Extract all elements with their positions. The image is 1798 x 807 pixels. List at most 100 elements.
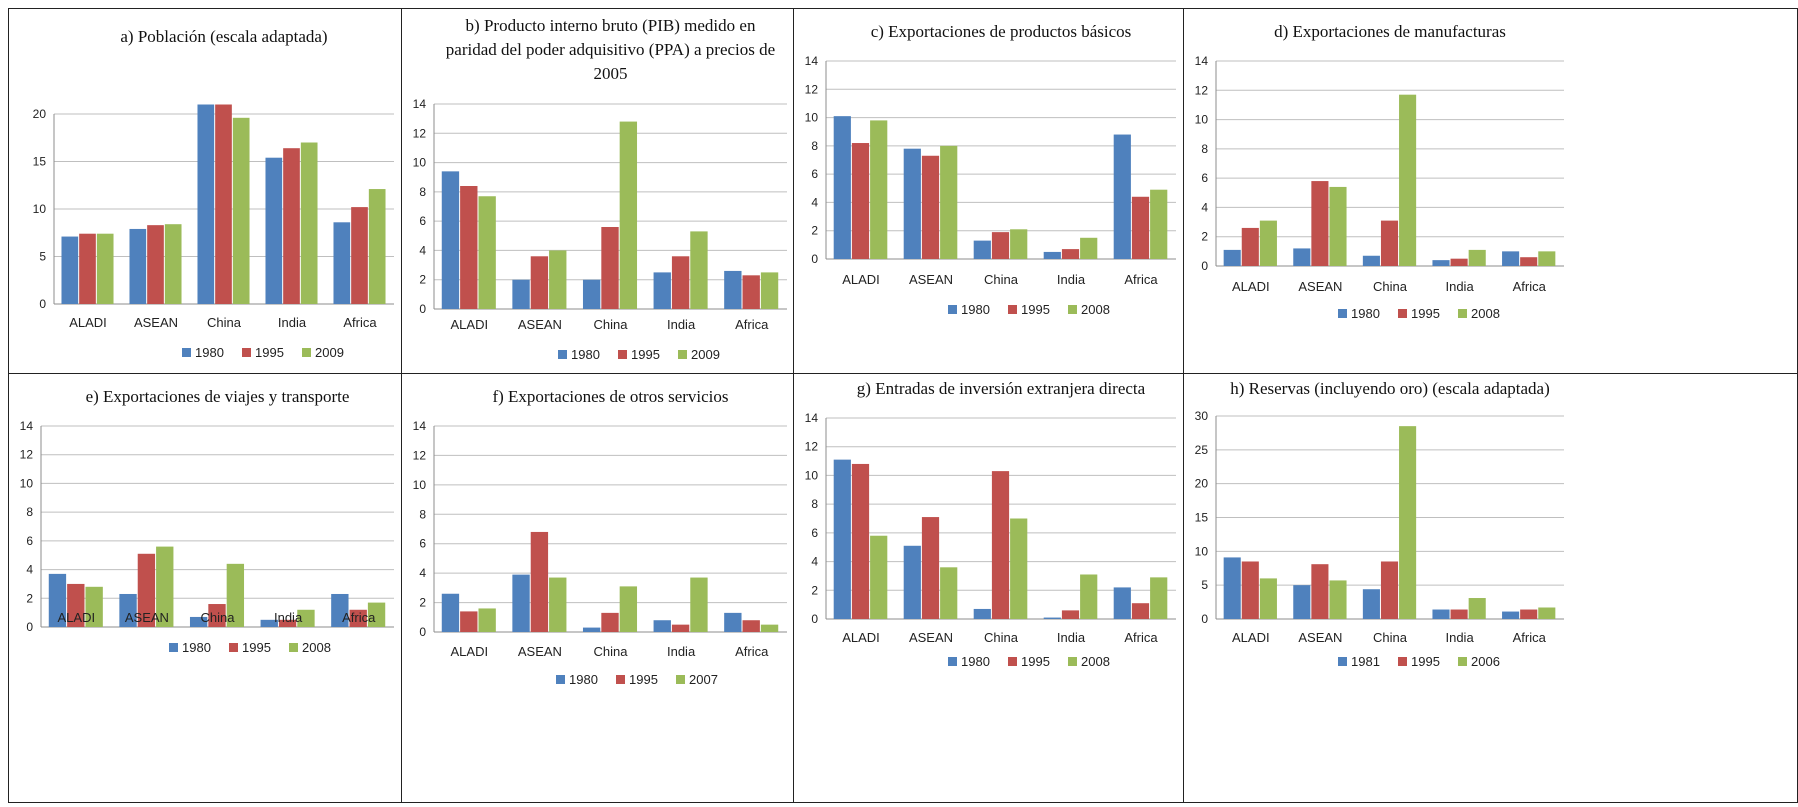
- bar-china-1980: [189, 616, 208, 627]
- legend-swatch: [616, 675, 625, 684]
- panel-poblacion: a) Población (escala adaptada) 0 5 10 15 20 AL…: [8, 8, 403, 375]
- bar-india-2008: [1080, 574, 1098, 619]
- y-tick-label: 6: [26, 534, 33, 548]
- bar-africa-2009: [760, 272, 779, 309]
- bar-africa-1995: [1520, 609, 1538, 619]
- bar-aladi-1995: [67, 583, 85, 627]
- chart-title-line: b) Producto interno bruto (PIB) medido e…: [466, 16, 756, 35]
- y-tick-label: 10: [20, 476, 34, 490]
- x-tick-label: Africa: [1124, 630, 1158, 645]
- y-tick-label: 30: [1195, 409, 1209, 423]
- bar-india-1980: [265, 157, 283, 304]
- bar-africa-1995: [351, 207, 368, 304]
- x-tick-label: ASEAN: [134, 315, 178, 330]
- bar-india-1980: [1043, 617, 1061, 619]
- x-tick-label: China: [201, 610, 236, 625]
- y-tick-label: 0: [419, 302, 426, 316]
- legend-label: 2008: [1081, 654, 1110, 669]
- bar-africa-1981: [1502, 611, 1520, 619]
- bar-aladi-2007: [478, 608, 496, 632]
- bar-china-2007: [619, 586, 638, 632]
- panel-viajes-transporte: e) Exportaciones de viajes y transporte 0…: [8, 373, 403, 803]
- bar-africa-1980: [333, 222, 351, 304]
- bar-china-2008: [1010, 229, 1028, 259]
- x-tick-label: Africa: [1513, 279, 1547, 294]
- legend-swatch: [558, 350, 567, 359]
- bar-asean-2009: [164, 224, 182, 304]
- y-tick-label: 12: [413, 448, 427, 462]
- y-tick-label: 6: [419, 214, 426, 228]
- chart-title-line: 2005: [594, 64, 628, 83]
- bar-china-1980: [197, 104, 215, 304]
- x-tick-label: India: [278, 315, 307, 330]
- x-tick-label: India: [1057, 272, 1086, 287]
- x-tick-label: India: [1057, 630, 1086, 645]
- legend-swatch: [1068, 657, 1077, 666]
- bar-china-2006: [1399, 426, 1417, 619]
- y-tick-label: 8: [1201, 142, 1208, 156]
- panel-productos-basicos: c) Exportaciones de productos básicos 0 2 4…: [793, 8, 1185, 375]
- bar-africa-1995: [1520, 257, 1538, 266]
- bar-china-1980: [582, 279, 601, 309]
- y-tick-label: 12: [20, 448, 34, 462]
- bar-africa-2006: [1538, 607, 1556, 619]
- x-tick-label: India: [667, 317, 696, 332]
- bar-india-2009: [690, 231, 708, 309]
- chart-title-line: h) Reservas (incluyendo oro) (escala ada…: [1230, 379, 1550, 398]
- chart-otros-servicios: f) Exportaciones de otros servicios 0 2 4 6 8…: [413, 387, 787, 687]
- y-tick-label: 4: [811, 555, 818, 569]
- x-tick-label: ASEAN: [909, 630, 953, 645]
- legend-label: 2008: [1471, 306, 1500, 321]
- bar-india-1995: [1450, 609, 1468, 619]
- chart-title-line: e) Exportaciones de viajes y transporte: [86, 387, 350, 406]
- bar-aladi-1995: [851, 143, 870, 259]
- legend-swatch: [242, 348, 251, 357]
- bar-aladi-1980: [833, 116, 851, 260]
- y-tick-label: 14: [20, 419, 34, 433]
- legend-swatch: [678, 350, 687, 359]
- bar-asean-1980: [512, 574, 530, 632]
- y-tick-label: 14: [413, 97, 427, 111]
- bar-africa-1980: [331, 593, 349, 627]
- y-tick-label: 0: [811, 612, 818, 626]
- bar-china-1995: [601, 612, 619, 632]
- bar-africa-1980: [724, 612, 742, 632]
- bar-india-1995: [278, 619, 297, 627]
- bar-aladi-1995: [460, 186, 478, 309]
- x-tick-label: Africa: [343, 315, 377, 330]
- bar-india-1980: [653, 272, 671, 309]
- bar-aladi-2009: [478, 196, 496, 309]
- x-tick-label: India: [1445, 630, 1474, 645]
- y-tick-label: 0: [39, 297, 46, 311]
- y-tick-label: 12: [413, 126, 427, 140]
- bar-china-2008: [1399, 94, 1417, 266]
- legend-swatch: [229, 643, 238, 652]
- bar-india-1995: [283, 148, 300, 304]
- bar-africa-1995: [1131, 603, 1150, 619]
- bar-asean-1980: [119, 593, 137, 627]
- bar-africa-2007: [760, 624, 779, 632]
- x-tick-label: China: [207, 315, 242, 330]
- bar-africa-2008: [367, 602, 386, 627]
- bar-asean-1995: [137, 553, 156, 627]
- bar-china-1980: [1362, 255, 1380, 266]
- bar-asean-1980: [903, 545, 921, 619]
- bar-china-1995: [208, 604, 226, 627]
- x-tick-label: China: [984, 272, 1019, 287]
- chart-productos-basicos: c) Exportaciones de productos básicos 0 2 4…: [805, 22, 1176, 317]
- legend-swatch: [1008, 657, 1017, 666]
- bar-aladi-1995: [460, 611, 478, 632]
- x-tick-label: ASEAN: [518, 317, 562, 332]
- bar-africa-2008: [1150, 189, 1168, 259]
- bar-asean-1980: [903, 148, 921, 259]
- legend-label: 1995: [242, 640, 271, 655]
- bar-india-1995: [1061, 610, 1080, 619]
- bar-india-1980: [653, 620, 671, 632]
- legend-label: 2008: [1081, 302, 1110, 317]
- legend-swatch: [302, 348, 311, 357]
- y-tick-label: 20: [33, 107, 47, 121]
- y-tick-label: 4: [811, 195, 818, 209]
- panel-reservas: h) Reservas (incluyendo oro) (escala ada…: [1183, 373, 1798, 803]
- legend-swatch: [1458, 309, 1467, 318]
- legend-label: 1980: [569, 672, 598, 687]
